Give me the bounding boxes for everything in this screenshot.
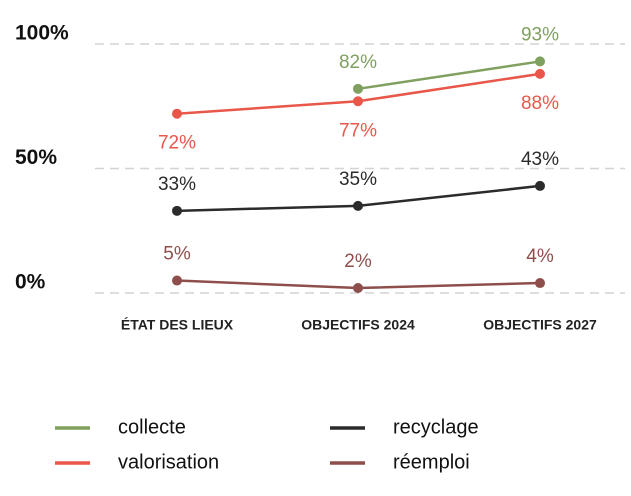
legend-label: collecte — [118, 416, 186, 438]
legend-label: valorisation — [118, 451, 219, 473]
legend-label: réemploi — [393, 451, 470, 473]
value-label: 82% — [339, 52, 377, 73]
y-tick-label: 100% — [15, 22, 69, 45]
x-tick-label: OBJECTIFS 2024 — [301, 317, 415, 333]
value-label: 4% — [526, 246, 554, 267]
legend-label: recyclage — [393, 416, 479, 438]
series-line — [176, 72, 541, 115]
point — [172, 275, 182, 286]
point — [172, 108, 182, 119]
value-label: 77% — [339, 120, 377, 141]
point — [353, 283, 363, 294]
value-label: 33% — [158, 174, 196, 195]
value-label: 72% — [158, 133, 196, 154]
point — [353, 96, 363, 107]
x-tick-label: ÉTAT DES LIEUX — [121, 317, 234, 333]
y-tick-label: 50% — [15, 146, 57, 169]
value-label: 5% — [163, 244, 191, 265]
value-label: 2% — [344, 251, 372, 272]
point — [535, 68, 545, 79]
value-label: 93% — [521, 24, 559, 45]
value-label: 35% — [339, 169, 377, 190]
series-line — [357, 60, 541, 91]
point — [353, 200, 363, 211]
point — [172, 205, 182, 216]
value-label: 88% — [521, 93, 559, 114]
value-label: 43% — [521, 149, 559, 170]
point — [535, 278, 545, 289]
point — [535, 56, 545, 67]
y-tick-label: 0% — [15, 271, 46, 294]
point — [353, 83, 363, 94]
point — [535, 180, 545, 191]
x-tick-label: OBJECTIFS 2027 — [483, 317, 597, 333]
